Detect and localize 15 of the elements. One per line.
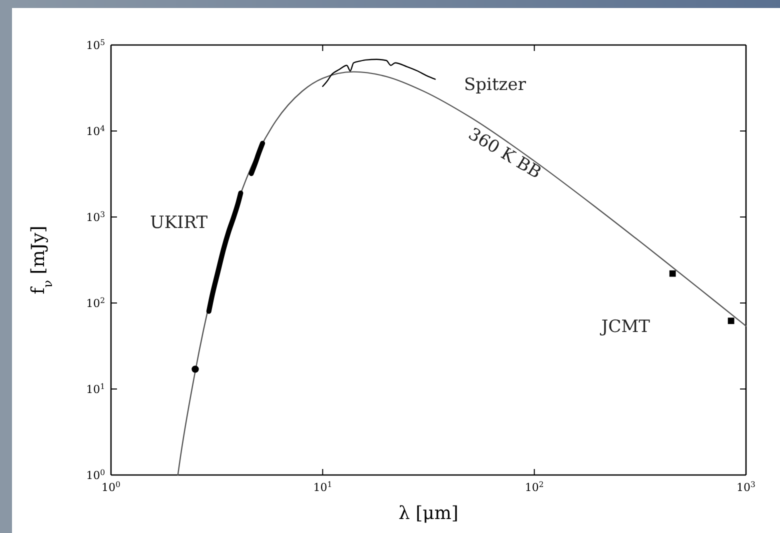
x-tick-label: 10$^{0}$ <box>102 480 121 494</box>
annotation: JCMT <box>599 317 651 337</box>
y-tick-label: 10$^{1}$ <box>86 381 105 396</box>
x-tick-label: 10$^{3}$ <box>736 480 756 494</box>
y-tick-label: 10$^{3}$ <box>86 209 106 224</box>
y-tick-label: 10$^{4}$ <box>86 123 106 138</box>
x-tick-label: 10$^{1}$ <box>313 480 332 494</box>
x-tick-label: 10$^{2}$ <box>524 480 544 494</box>
y-tick-label: 10$^{0}$ <box>86 467 106 482</box>
x-axis-title: λ [μm] <box>398 503 458 524</box>
y-tick-label: 10$^{2}$ <box>86 295 106 310</box>
annotation: 360 K BB <box>464 124 544 184</box>
annotation: UKIRT <box>150 213 208 233</box>
y-tick-label: 10$^{5}$ <box>86 37 106 52</box>
annotation: Spitzer <box>464 75 527 95</box>
